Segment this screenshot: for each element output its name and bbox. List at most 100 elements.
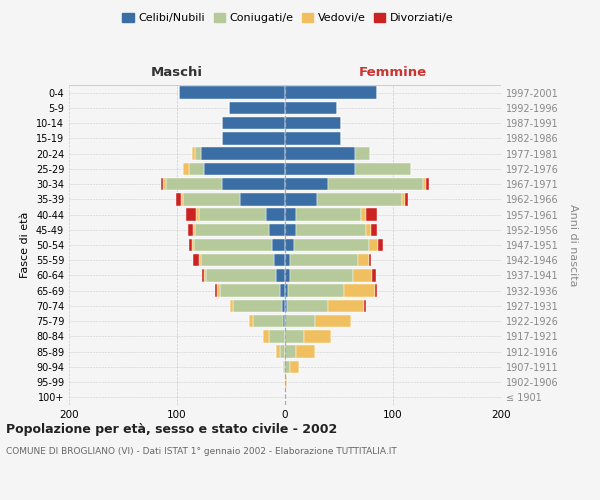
- Bar: [233, 300, 282, 312]
- Bar: [361, 208, 366, 221]
- Bar: [355, 148, 370, 160]
- Bar: [285, 360, 290, 373]
- Bar: [196, 148, 201, 160]
- Y-axis label: Fasce di età: Fasce di età: [20, 212, 30, 278]
- Bar: [401, 193, 405, 205]
- Legend: Celibi/Nubili, Coniugati/e, Vedovi/e, Divorziati/e: Celibi/Nubili, Coniugati/e, Vedovi/e, Di…: [118, 8, 458, 28]
- Bar: [192, 148, 196, 160]
- Bar: [277, 346, 280, 358]
- Bar: [369, 239, 378, 251]
- Bar: [163, 178, 166, 190]
- Bar: [283, 360, 285, 373]
- Bar: [184, 193, 239, 205]
- Bar: [285, 269, 290, 281]
- Bar: [263, 330, 269, 342]
- Text: COMUNE DI BROGLIANO (VI) - Dati ISTAT 1° gennaio 2002 - Elaborazione TUTTITALIA.: COMUNE DI BROGLIANO (VI) - Dati ISTAT 1°…: [6, 448, 397, 456]
- Bar: [366, 208, 377, 221]
- Bar: [189, 239, 192, 251]
- Bar: [280, 284, 285, 297]
- Bar: [282, 300, 285, 312]
- Bar: [193, 254, 199, 266]
- Bar: [194, 239, 272, 251]
- Bar: [293, 239, 369, 251]
- Bar: [220, 284, 280, 297]
- Bar: [202, 269, 204, 281]
- Text: Popolazione per età, sesso e stato civile - 2002: Popolazione per età, sesso e stato civil…: [6, 422, 337, 436]
- Bar: [290, 254, 358, 266]
- Bar: [196, 208, 199, 221]
- Bar: [283, 315, 285, 328]
- Bar: [280, 346, 285, 358]
- Bar: [285, 300, 287, 312]
- Bar: [166, 178, 223, 190]
- Bar: [296, 346, 315, 358]
- Bar: [287, 300, 328, 312]
- Bar: [285, 346, 296, 358]
- Bar: [274, 254, 285, 266]
- Bar: [204, 162, 285, 175]
- Bar: [192, 239, 194, 251]
- Bar: [285, 86, 377, 99]
- Bar: [344, 284, 374, 297]
- Bar: [285, 330, 304, 342]
- Bar: [296, 208, 361, 221]
- Bar: [296, 224, 366, 236]
- Bar: [188, 224, 193, 236]
- Bar: [184, 162, 189, 175]
- Bar: [355, 162, 412, 175]
- Bar: [266, 208, 285, 221]
- Bar: [369, 254, 371, 266]
- Bar: [204, 269, 206, 281]
- Bar: [229, 102, 285, 114]
- Bar: [179, 86, 285, 99]
- Bar: [423, 178, 427, 190]
- Bar: [215, 284, 217, 297]
- Bar: [364, 300, 366, 312]
- Bar: [196, 224, 269, 236]
- Bar: [378, 239, 383, 251]
- Bar: [427, 178, 428, 190]
- Bar: [193, 224, 196, 236]
- Bar: [328, 300, 364, 312]
- Bar: [269, 330, 285, 342]
- Bar: [405, 193, 408, 205]
- Bar: [366, 224, 371, 236]
- Bar: [185, 208, 196, 221]
- Bar: [374, 284, 377, 297]
- Y-axis label: Anni di nascita: Anni di nascita: [568, 204, 578, 286]
- Bar: [223, 132, 285, 144]
- Bar: [285, 224, 296, 236]
- Bar: [239, 193, 285, 205]
- Bar: [285, 148, 355, 160]
- Bar: [230, 300, 233, 312]
- Bar: [285, 208, 296, 221]
- Bar: [315, 315, 351, 328]
- Bar: [285, 132, 341, 144]
- Bar: [290, 269, 353, 281]
- Bar: [181, 193, 184, 205]
- Bar: [277, 269, 285, 281]
- Bar: [201, 254, 274, 266]
- Bar: [161, 178, 163, 190]
- Bar: [250, 315, 253, 328]
- Bar: [201, 148, 285, 160]
- Bar: [285, 117, 341, 130]
- Bar: [223, 117, 285, 130]
- Bar: [285, 315, 315, 328]
- Bar: [285, 239, 293, 251]
- Bar: [371, 224, 377, 236]
- Bar: [285, 102, 337, 114]
- Bar: [285, 162, 355, 175]
- Bar: [328, 178, 423, 190]
- Bar: [253, 315, 283, 328]
- Bar: [199, 208, 266, 221]
- Bar: [176, 193, 181, 205]
- Bar: [373, 269, 376, 281]
- Bar: [317, 193, 401, 205]
- Bar: [288, 284, 344, 297]
- Bar: [285, 284, 288, 297]
- Text: Maschi: Maschi: [151, 66, 203, 78]
- Bar: [269, 224, 285, 236]
- Bar: [217, 284, 220, 297]
- Bar: [189, 162, 204, 175]
